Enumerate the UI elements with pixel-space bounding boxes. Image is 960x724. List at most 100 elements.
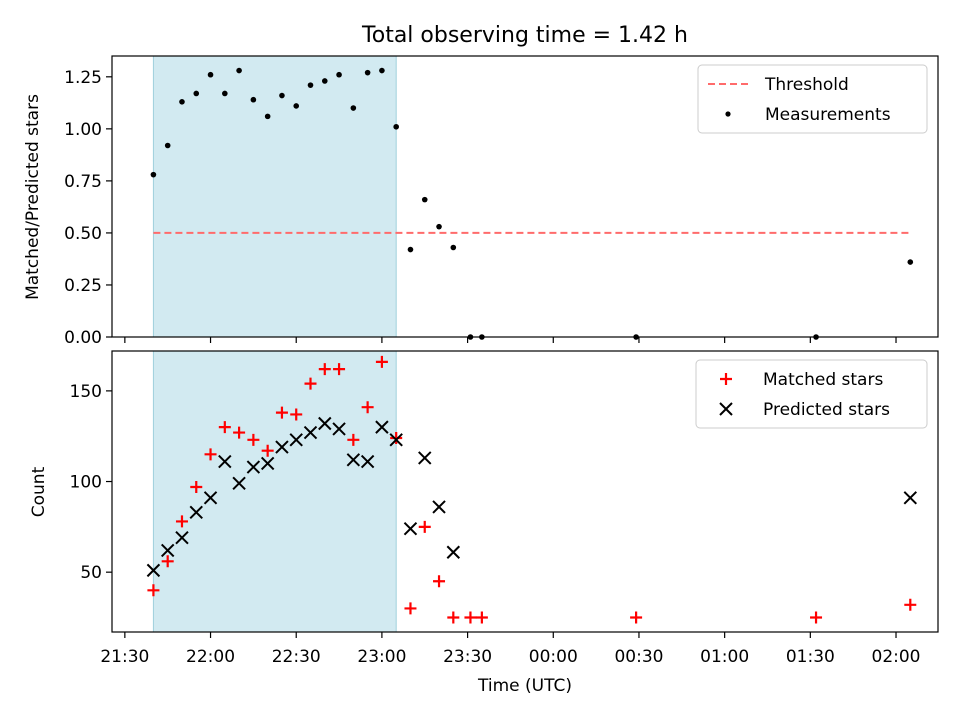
measurement-point bbox=[150, 171, 157, 178]
predicted-star-point bbox=[389, 433, 403, 447]
y-tick-label: 0.00 bbox=[64, 328, 102, 348]
matched-star-point bbox=[418, 520, 431, 533]
matched-star-point bbox=[375, 355, 388, 368]
x-tick-label: 00:30 bbox=[614, 647, 663, 667]
predicted-star-point bbox=[418, 451, 432, 465]
predicted-legend-label: Predicted stars bbox=[763, 400, 890, 420]
measurement-point bbox=[179, 98, 185, 105]
observing-window-highlight bbox=[152, 55, 397, 338]
predicted-star-point bbox=[260, 456, 275, 471]
y-tick-label: 50 bbox=[80, 563, 102, 583]
measurement-point bbox=[364, 69, 371, 76]
x-tick-label: 00:00 bbox=[529, 647, 578, 667]
measurement-point bbox=[293, 103, 300, 109]
predicted-star-point bbox=[289, 433, 303, 447]
matched-star-point bbox=[433, 575, 446, 588]
measurement-point bbox=[193, 90, 200, 97]
matched-star-point bbox=[464, 611, 477, 624]
predicted-star-point bbox=[360, 454, 375, 469]
matched-star-point bbox=[333, 363, 346, 376]
predicted-star-point bbox=[346, 453, 361, 467]
matched-star-point bbox=[318, 363, 331, 376]
y-tick-label: 1.25 bbox=[64, 68, 102, 88]
predicted-star-point bbox=[232, 476, 246, 491]
matched-star-point bbox=[347, 433, 360, 446]
predicted-star-point bbox=[246, 460, 261, 474]
x-tick-label: 02:00 bbox=[872, 647, 921, 667]
top-legend: Threshold Measurements bbox=[697, 64, 928, 134]
measurement-point bbox=[321, 78, 328, 84]
predicted-star-point bbox=[203, 491, 218, 505]
predicted-star-point bbox=[332, 422, 346, 436]
chart-title: Total observing time = 1.42 h bbox=[361, 23, 688, 48]
bottom-legend: Matched stars Predicted stars bbox=[695, 359, 928, 429]
measurement-point bbox=[264, 113, 271, 120]
matched-legend-label: Matched stars bbox=[763, 370, 883, 390]
x-tick-label: 23:00 bbox=[357, 647, 406, 667]
measurement-point bbox=[350, 105, 357, 111]
matched-star-point bbox=[404, 602, 417, 615]
bottom-panel: 50 100 150 21:30 22:00 22:30 23:00 23:30 00:00 0… bbox=[29, 350, 939, 667]
top-panel-frame bbox=[111, 55, 939, 338]
measurement-point bbox=[907, 259, 914, 265]
threshold-legend-label: Threshold bbox=[764, 75, 849, 95]
top-legend-box bbox=[697, 64, 928, 134]
matched-star-point bbox=[447, 611, 460, 624]
matched-star-point bbox=[275, 406, 288, 419]
matched-star-point bbox=[261, 444, 274, 457]
matched-star-point bbox=[247, 433, 260, 446]
matched-star-point bbox=[630, 611, 643, 624]
bottom-y-axis-label: Count bbox=[29, 466, 49, 517]
matched-star-point bbox=[290, 408, 303, 421]
predicted-star-point bbox=[446, 545, 461, 559]
predicted-star-point bbox=[403, 521, 418, 536]
top-y-axis-label: Matched/Predicted stars bbox=[23, 94, 43, 300]
matched-star-point bbox=[175, 515, 188, 528]
x-tick-label: 01:30 bbox=[786, 647, 835, 667]
x-tick-label: 21:30 bbox=[100, 647, 149, 667]
measurement-point bbox=[379, 67, 385, 74]
y-tick-label: 100 bbox=[70, 473, 102, 493]
matched-star-point bbox=[190, 480, 203, 493]
measurement-point bbox=[250, 96, 257, 103]
measurement-point bbox=[307, 82, 314, 88]
matched-star-point bbox=[390, 432, 403, 445]
matched-legend-marker bbox=[720, 373, 732, 385]
predicted-star-point bbox=[375, 420, 389, 434]
measurement-point bbox=[236, 67, 242, 74]
predicted-star-point bbox=[275, 440, 289, 454]
measurement-point bbox=[164, 142, 171, 149]
matched-star-point bbox=[161, 555, 174, 568]
matched-star-point bbox=[218, 421, 231, 434]
predicted-star-point bbox=[903, 491, 918, 505]
predicted-star-point bbox=[189, 505, 203, 520]
predicted-legend-marker bbox=[719, 402, 733, 416]
predicted-star-point bbox=[160, 543, 175, 558]
measurement-point bbox=[421, 196, 428, 203]
measurement-point bbox=[207, 71, 214, 78]
measurement-point bbox=[393, 123, 399, 130]
measurement-point bbox=[336, 71, 342, 78]
predicted-star-point bbox=[432, 500, 446, 514]
bottom-legend-box bbox=[695, 359, 928, 429]
measurements-legend-marker bbox=[725, 111, 731, 117]
x-tick-label: 22:00 bbox=[186, 647, 235, 667]
top-panel: 0.00 0.25 0.50 0.75 1.00 1.25 Matched/Predict… bbox=[23, 55, 939, 348]
matched-star-point bbox=[147, 584, 160, 597]
predicted-star-point bbox=[318, 416, 332, 431]
matched-star-point bbox=[475, 611, 488, 624]
x-tick-label: 22:30 bbox=[272, 647, 321, 667]
matched-star-point bbox=[810, 611, 823, 624]
x-tick-label: 01:00 bbox=[700, 647, 749, 667]
matched-star-point bbox=[233, 426, 246, 439]
observing-window-highlight bbox=[152, 350, 397, 633]
predicted-star-point bbox=[146, 563, 161, 578]
measurements-legend-label: Measurements bbox=[765, 105, 891, 125]
x-axis-label: Time (UTC) bbox=[477, 676, 572, 696]
y-tick-label: 0.50 bbox=[64, 224, 102, 244]
predicted-star-point bbox=[175, 531, 189, 545]
matched-star-point bbox=[304, 377, 317, 390]
measurement-point bbox=[222, 90, 228, 97]
matched-star-point bbox=[361, 401, 374, 414]
